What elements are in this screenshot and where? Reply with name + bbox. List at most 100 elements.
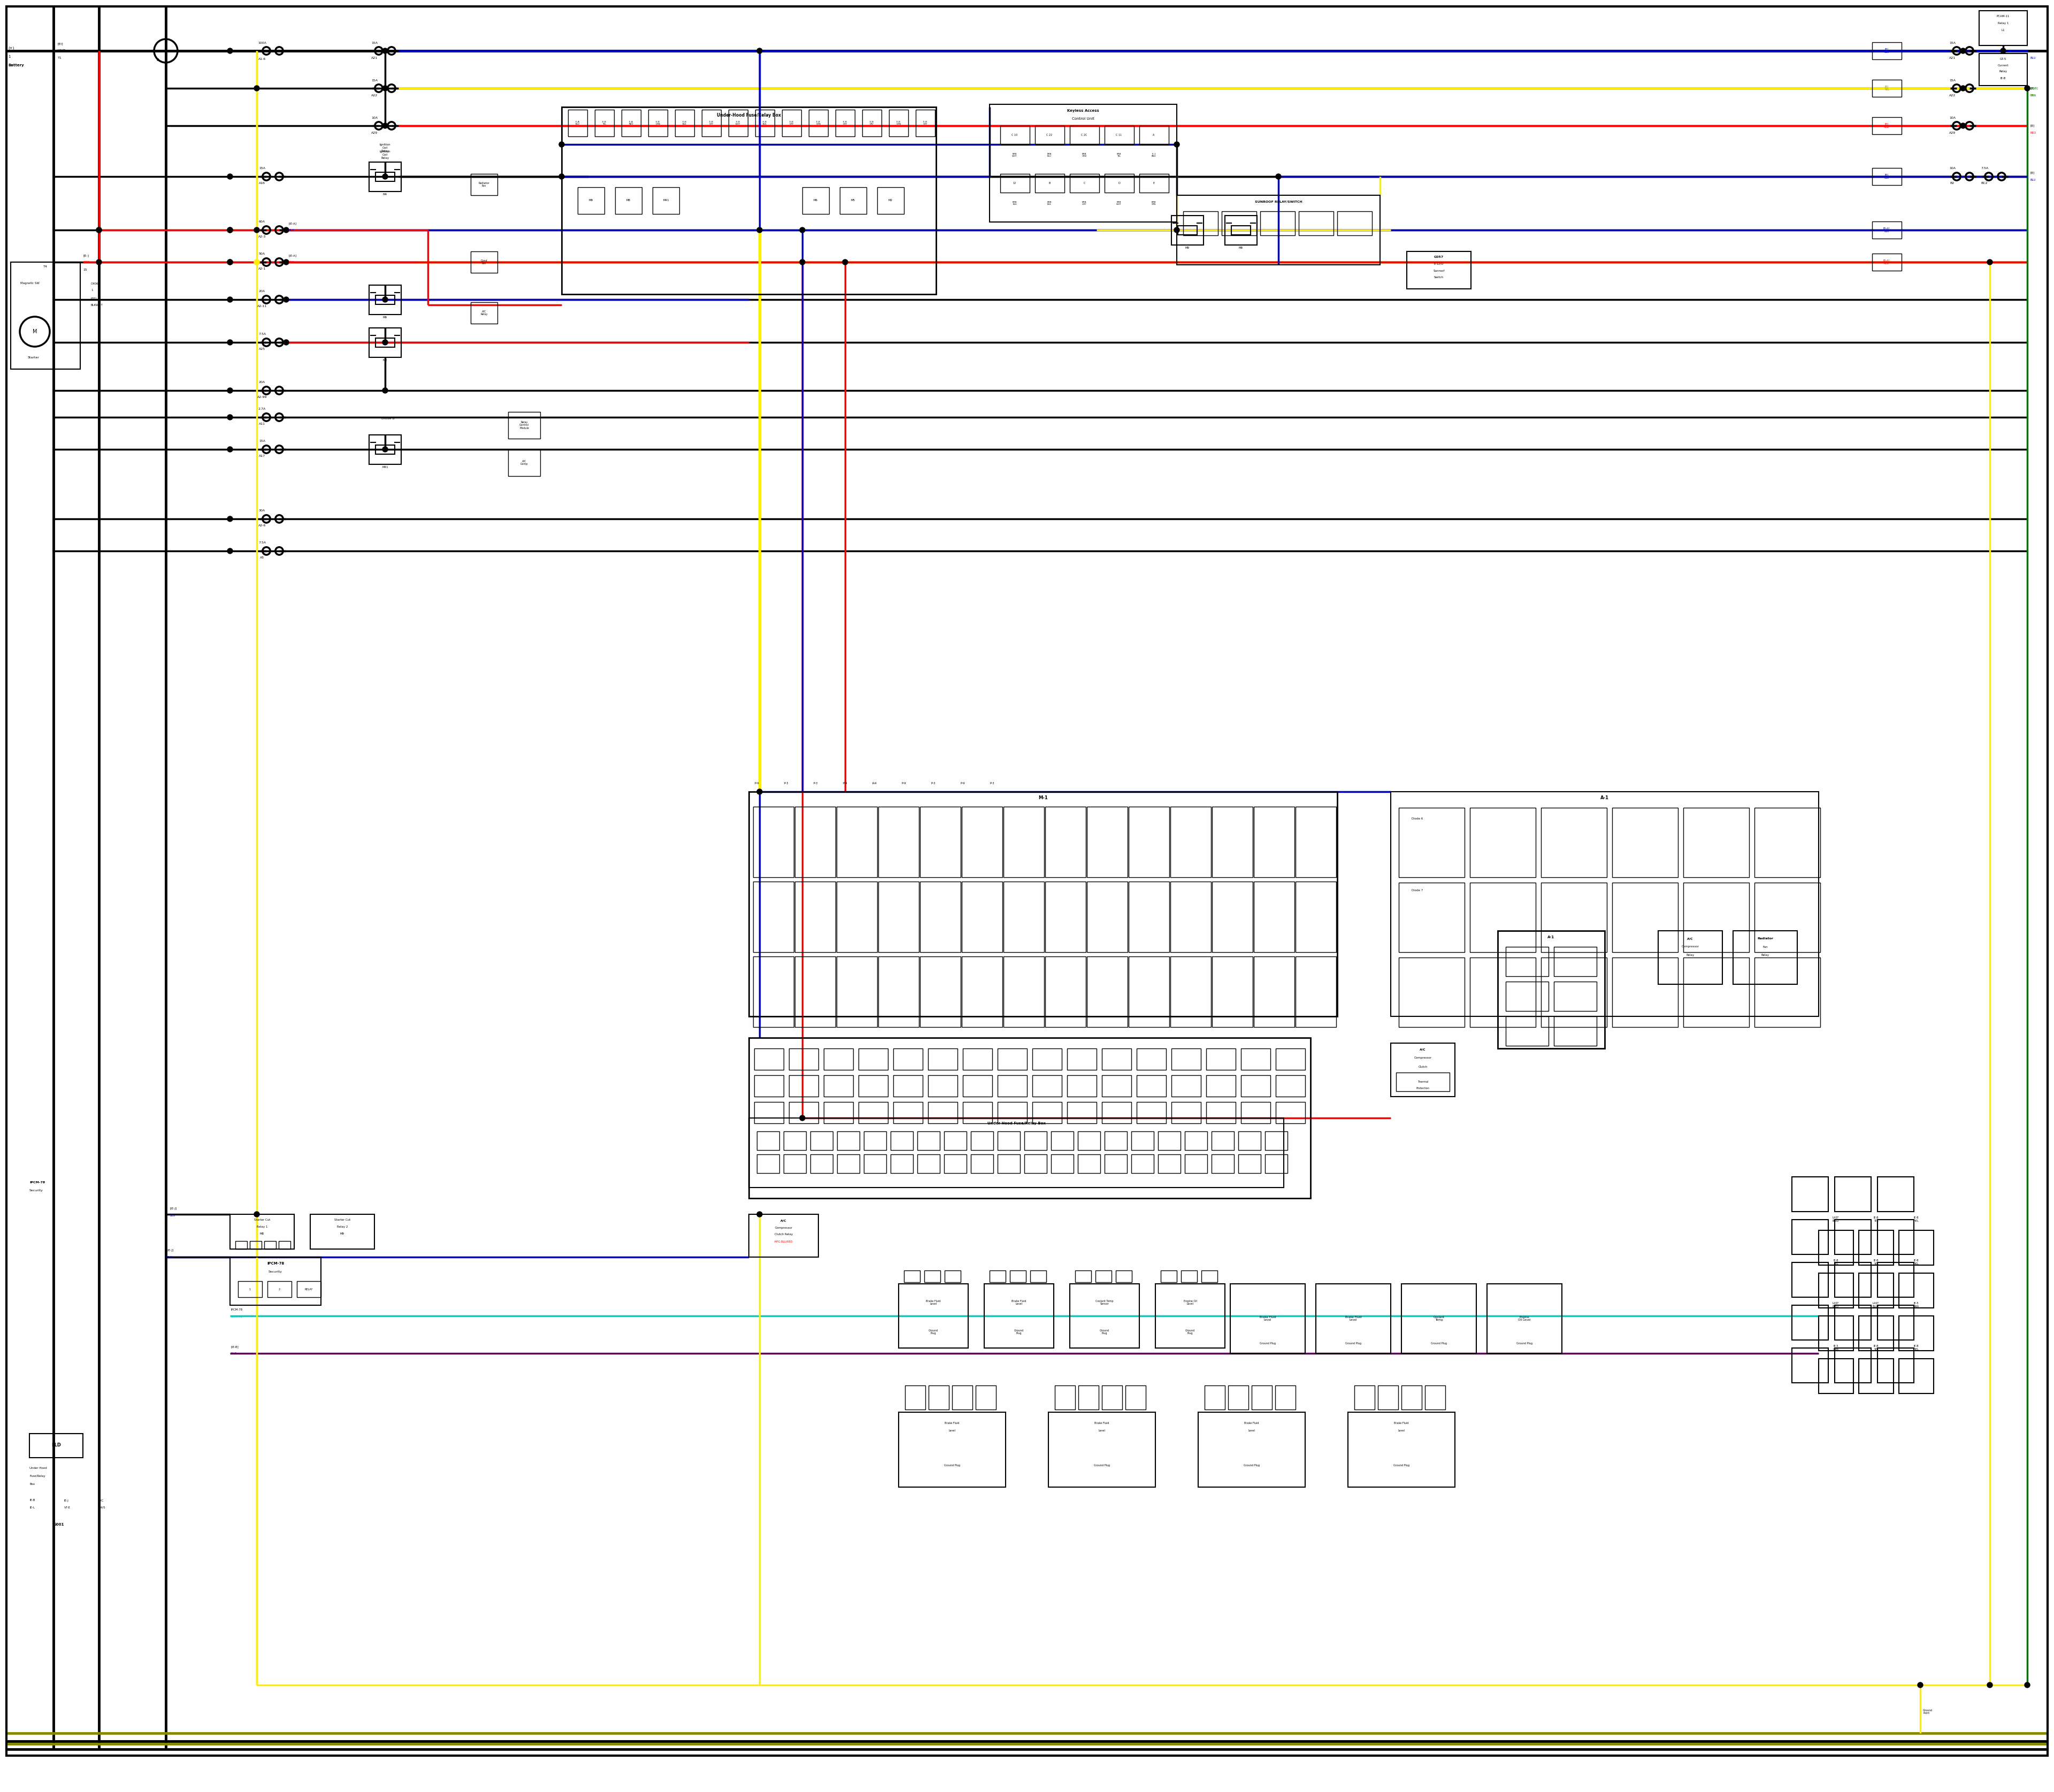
Bar	[1183, 211, 1218, 235]
Bar	[1011, 1271, 1025, 1283]
Bar	[754, 1048, 785, 1070]
Bar	[1791, 1348, 1828, 1383]
Bar	[1612, 808, 1678, 878]
Bar	[1612, 957, 1678, 1027]
Text: Coolant
Temp: Coolant Temp	[1434, 1315, 1444, 1321]
Text: 15A: 15A	[259, 441, 265, 443]
Circle shape	[1276, 174, 1282, 179]
Text: 60A: 60A	[259, 220, 265, 224]
Bar	[1105, 1154, 1128, 1174]
Bar	[1397, 1073, 1450, 1091]
Bar	[1101, 1075, 1132, 1097]
Bar	[1401, 1283, 1477, 1353]
Text: A-1: A-1	[1547, 935, 1555, 939]
Bar	[1471, 808, 1536, 878]
Bar	[1087, 882, 1128, 952]
Bar	[596, 109, 614, 136]
Text: Compressor: Compressor	[1682, 946, 1699, 948]
Circle shape	[1960, 124, 1966, 129]
Text: 7.5A: 7.5A	[1980, 167, 1988, 170]
Text: A22: A22	[1949, 93, 1955, 97]
Bar	[1074, 1271, 1091, 1283]
Bar	[1834, 1262, 1871, 1297]
Text: A22: A22	[372, 93, 378, 97]
Bar	[614, 186, 641, 213]
Bar	[1212, 806, 1253, 878]
Text: M2: M2	[889, 199, 893, 202]
Bar	[1754, 957, 1820, 1027]
Bar	[945, 1154, 967, 1174]
Bar	[859, 1102, 887, 1124]
Text: 20A: 20A	[259, 290, 265, 292]
Circle shape	[228, 228, 232, 233]
Bar	[1171, 1102, 1202, 1124]
Bar	[1000, 125, 1029, 145]
Text: L1: L1	[2001, 29, 2005, 30]
Bar	[1101, 1385, 1121, 1410]
Text: IE-5
GRN: IE-5 GRN	[1912, 1303, 1918, 1308]
Bar	[928, 1048, 957, 1070]
Bar	[1253, 957, 1294, 1027]
Text: IE-L: IE-L	[29, 1505, 35, 1509]
Text: Thermal: Thermal	[1417, 1081, 1428, 1084]
Text: Diode B: Diode B	[382, 418, 394, 419]
Bar	[963, 1048, 992, 1070]
Text: A2-6: A2-6	[259, 525, 265, 527]
Bar	[1212, 1154, 1234, 1174]
Text: Ground
Plug: Ground Plug	[1185, 1330, 1195, 1335]
Text: [IE-B]: [IE-B]	[230, 1346, 238, 1348]
Bar	[279, 1242, 290, 1249]
Bar	[1056, 1385, 1074, 1410]
Bar	[789, 1075, 817, 1097]
Bar	[1818, 1272, 1853, 1308]
Circle shape	[255, 1211, 259, 1217]
Bar	[891, 1131, 914, 1150]
Bar	[1132, 1131, 1154, 1150]
Bar	[1834, 1177, 1871, 1211]
Bar	[1834, 1348, 1871, 1383]
Text: Brake Fluid: Brake Fluid	[1095, 1421, 1109, 1425]
Text: A29: A29	[1949, 131, 1955, 134]
Bar	[1337, 211, 1372, 235]
Bar	[1980, 11, 2027, 45]
Text: M8: M8	[382, 358, 388, 362]
Bar	[1818, 1358, 1853, 1394]
Bar	[376, 339, 394, 348]
Bar	[904, 1271, 920, 1283]
Bar	[1052, 1154, 1074, 1174]
Bar	[756, 109, 774, 136]
Text: BRB
BLK: BRB BLK	[1013, 201, 1017, 206]
Text: A2-11: A2-11	[257, 305, 267, 308]
Bar	[945, 1131, 967, 1150]
Text: Brake Fluid: Brake Fluid	[1245, 1421, 1259, 1425]
Bar	[1204, 1385, 1224, 1410]
Text: P-9: P-9	[902, 783, 906, 785]
Text: P-3: P-3	[990, 783, 994, 785]
Bar	[783, 109, 801, 136]
Text: Ground
Plug: Ground Plug	[1099, 1330, 1109, 1335]
Circle shape	[255, 260, 259, 265]
Bar	[1276, 1385, 1296, 1410]
Circle shape	[1986, 260, 1992, 265]
Bar	[879, 806, 918, 878]
Bar	[1791, 1177, 1828, 1211]
Bar	[1222, 211, 1257, 235]
Text: Coolant Temp
Sensor: Coolant Temp Sensor	[1095, 1299, 1113, 1305]
Bar	[1241, 1048, 1269, 1070]
Text: LAST
BLU2: LAST BLU2	[1873, 1303, 1879, 1308]
Bar	[1033, 1102, 1062, 1124]
Circle shape	[1175, 142, 1179, 147]
Circle shape	[2025, 1683, 2029, 1688]
Text: IE-A
RED: IE-A RED	[629, 120, 633, 125]
Bar	[961, 806, 1002, 878]
Bar	[1399, 808, 1465, 878]
Text: BLU: BLU	[170, 1215, 177, 1217]
Text: 20A: 20A	[259, 382, 265, 383]
Bar	[754, 806, 793, 878]
Text: M41: M41	[382, 466, 388, 468]
Bar	[1391, 792, 1818, 1016]
Text: IE-B
YEL: IE-B YEL	[1914, 1217, 1918, 1222]
Text: Ground Plug: Ground Plug	[1345, 1342, 1362, 1346]
Circle shape	[255, 228, 259, 233]
Bar	[1101, 1102, 1132, 1124]
